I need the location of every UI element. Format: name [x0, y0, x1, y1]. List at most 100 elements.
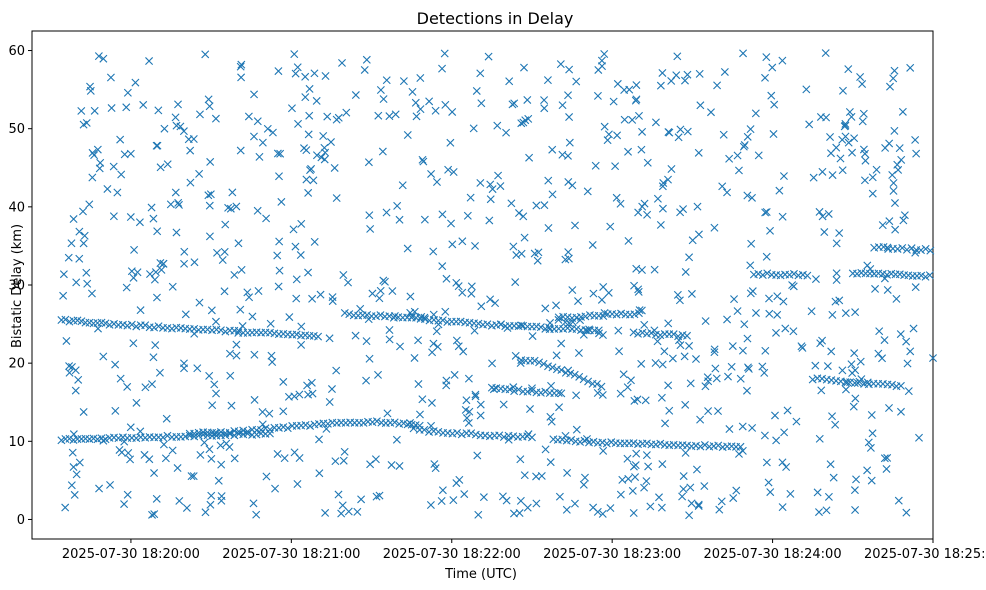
data-point	[600, 50, 609, 58]
data-point	[385, 112, 394, 121]
data-point	[292, 275, 301, 284]
data-point	[561, 318, 570, 327]
data-point	[351, 331, 360, 340]
data-point	[614, 326, 623, 335]
data-point	[181, 310, 190, 319]
data-point	[452, 336, 461, 345]
data-point	[723, 315, 732, 324]
data-point	[130, 245, 139, 254]
data-point	[168, 282, 177, 291]
data-point	[356, 304, 365, 313]
data-point	[474, 510, 483, 519]
data-point	[909, 324, 918, 333]
data-point	[153, 141, 162, 150]
data-point	[715, 505, 724, 514]
data-point	[511, 278, 520, 287]
data-point	[398, 181, 407, 190]
data-point	[575, 372, 584, 381]
data-point	[868, 189, 877, 198]
data-point	[718, 182, 727, 191]
data-point	[630, 281, 639, 290]
data-point	[888, 171, 897, 179]
data-point	[479, 493, 488, 502]
data-point	[818, 374, 827, 383]
data-point	[632, 95, 641, 104]
data-point	[616, 389, 625, 398]
data-point	[85, 200, 94, 209]
data-point	[514, 385, 523, 394]
data-point	[368, 289, 377, 298]
data-point	[838, 86, 847, 95]
data-point	[342, 108, 351, 117]
data-point	[710, 223, 719, 232]
data-point	[572, 425, 581, 434]
data-point	[232, 351, 241, 360]
data-point	[867, 476, 876, 485]
data-point	[330, 163, 339, 172]
data-point	[641, 396, 650, 405]
data-point	[344, 278, 353, 287]
data-point	[532, 472, 541, 481]
data-point	[312, 151, 321, 160]
data-point	[416, 74, 425, 82]
data-point	[385, 335, 394, 344]
data-point	[683, 127, 692, 136]
data-point	[279, 407, 288, 416]
data-point	[768, 63, 777, 72]
data-point	[832, 276, 841, 285]
data-point	[557, 339, 566, 348]
data-point	[69, 463, 78, 472]
data-point	[850, 349, 859, 358]
data-point	[618, 475, 627, 484]
data-point	[808, 375, 817, 384]
data-point	[644, 462, 653, 471]
data-point	[742, 386, 751, 395]
data-point	[438, 486, 447, 495]
data-point	[664, 381, 673, 390]
data-point	[379, 95, 388, 104]
data-point	[625, 85, 634, 94]
data-point	[548, 363, 557, 372]
data-point	[109, 162, 118, 171]
data-point	[772, 328, 780, 337]
data-point	[895, 144, 904, 153]
data-point	[82, 268, 91, 277]
data-point	[898, 243, 907, 252]
data-point	[856, 357, 865, 366]
data-point	[510, 99, 519, 108]
data-point	[447, 219, 456, 228]
data-point	[372, 492, 381, 501]
data-point	[898, 107, 907, 116]
data-point	[557, 365, 566, 374]
data-point	[642, 451, 651, 460]
data-point	[406, 292, 415, 301]
data-point	[521, 116, 530, 125]
data-point	[494, 171, 503, 180]
data-point	[700, 440, 709, 449]
data-point	[813, 488, 822, 497]
data-point	[462, 414, 471, 423]
data-point	[421, 315, 430, 324]
data-point	[207, 491, 216, 500]
data-point	[570, 370, 579, 379]
data-point	[514, 209, 523, 218]
data-point	[668, 354, 677, 363]
data-point	[67, 239, 76, 248]
data-point	[452, 278, 461, 287]
data-point	[174, 100, 183, 109]
data-point	[253, 206, 262, 215]
data-point	[230, 270, 239, 279]
data-point	[572, 77, 581, 86]
data-point	[761, 208, 770, 217]
data-point	[593, 380, 602, 389]
data-point	[606, 504, 615, 513]
data-point	[719, 130, 728, 139]
data-point	[276, 149, 285, 158]
data-point	[403, 244, 412, 253]
y-tick-label: 50	[8, 122, 25, 137]
data-point	[629, 509, 638, 517]
data-point	[344, 507, 353, 516]
data-point	[739, 142, 748, 151]
data-point	[681, 400, 690, 409]
data-point	[166, 200, 175, 209]
